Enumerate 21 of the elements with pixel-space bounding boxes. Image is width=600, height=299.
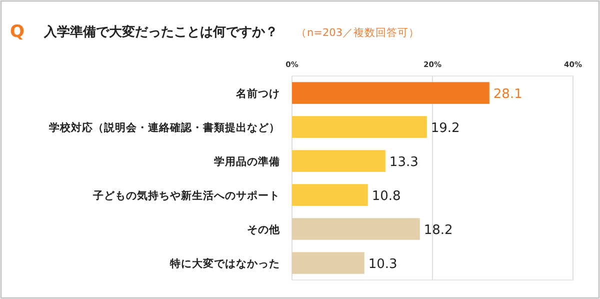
y-tick-label: 名前つけ [235,87,280,100]
y-tick-label: その他 [247,223,281,236]
bar [292,252,364,274]
data-label: 10.8 [372,189,401,204]
y-tick-label: 学用品の準備 [214,155,280,168]
y-tick-label: 学校対応（説明会・連絡確認・書類提出など） [49,121,280,134]
bar [292,82,490,104]
text: Q [10,22,24,42]
data-label: 10.3 [368,257,398,272]
data-label: 13.3 [389,155,418,170]
chart-subtitle: （n=203／複数回答可） [296,26,420,39]
bar [292,116,427,138]
y-tick-label: 子どもの気持ちや新生活へのサポート [92,189,280,202]
bar [292,150,386,172]
y-tick-label: 特に大変ではなかった [169,257,280,270]
data-label: 18.2 [424,223,453,238]
data-label: 19.2 [430,121,460,136]
data-label: 28.1 [493,87,522,102]
text: 入学準備で大変だったことは何ですか？ [43,24,278,40]
bar [292,184,368,206]
bar [292,218,420,240]
